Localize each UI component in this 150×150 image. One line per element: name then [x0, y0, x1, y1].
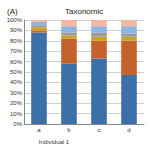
svg-text:a: a [37, 127, 41, 133]
svg-text:90%: 90% [10, 27, 23, 33]
svg-text:Taxonomic: Taxonomic [65, 7, 103, 16]
svg-text:0%: 0% [13, 121, 22, 127]
svg-text:Individual 1: Individual 1 [39, 139, 70, 145]
svg-text:70%: 70% [10, 48, 23, 54]
svg-text:50%: 50% [10, 69, 23, 75]
svg-text:c: c [98, 127, 101, 133]
svg-text:100%: 100% [7, 17, 23, 23]
svg-text:(A): (A) [7, 7, 18, 16]
svg-text:40%: 40% [10, 79, 23, 85]
svg-text:d: d [127, 127, 130, 133]
svg-text:60%: 60% [10, 59, 23, 65]
svg-text:20%: 20% [10, 100, 23, 106]
svg-text:30%: 30% [10, 90, 23, 96]
svg-text:b: b [67, 127, 71, 133]
svg-text:10%: 10% [10, 111, 23, 117]
svg-text:80%: 80% [10, 38, 23, 44]
